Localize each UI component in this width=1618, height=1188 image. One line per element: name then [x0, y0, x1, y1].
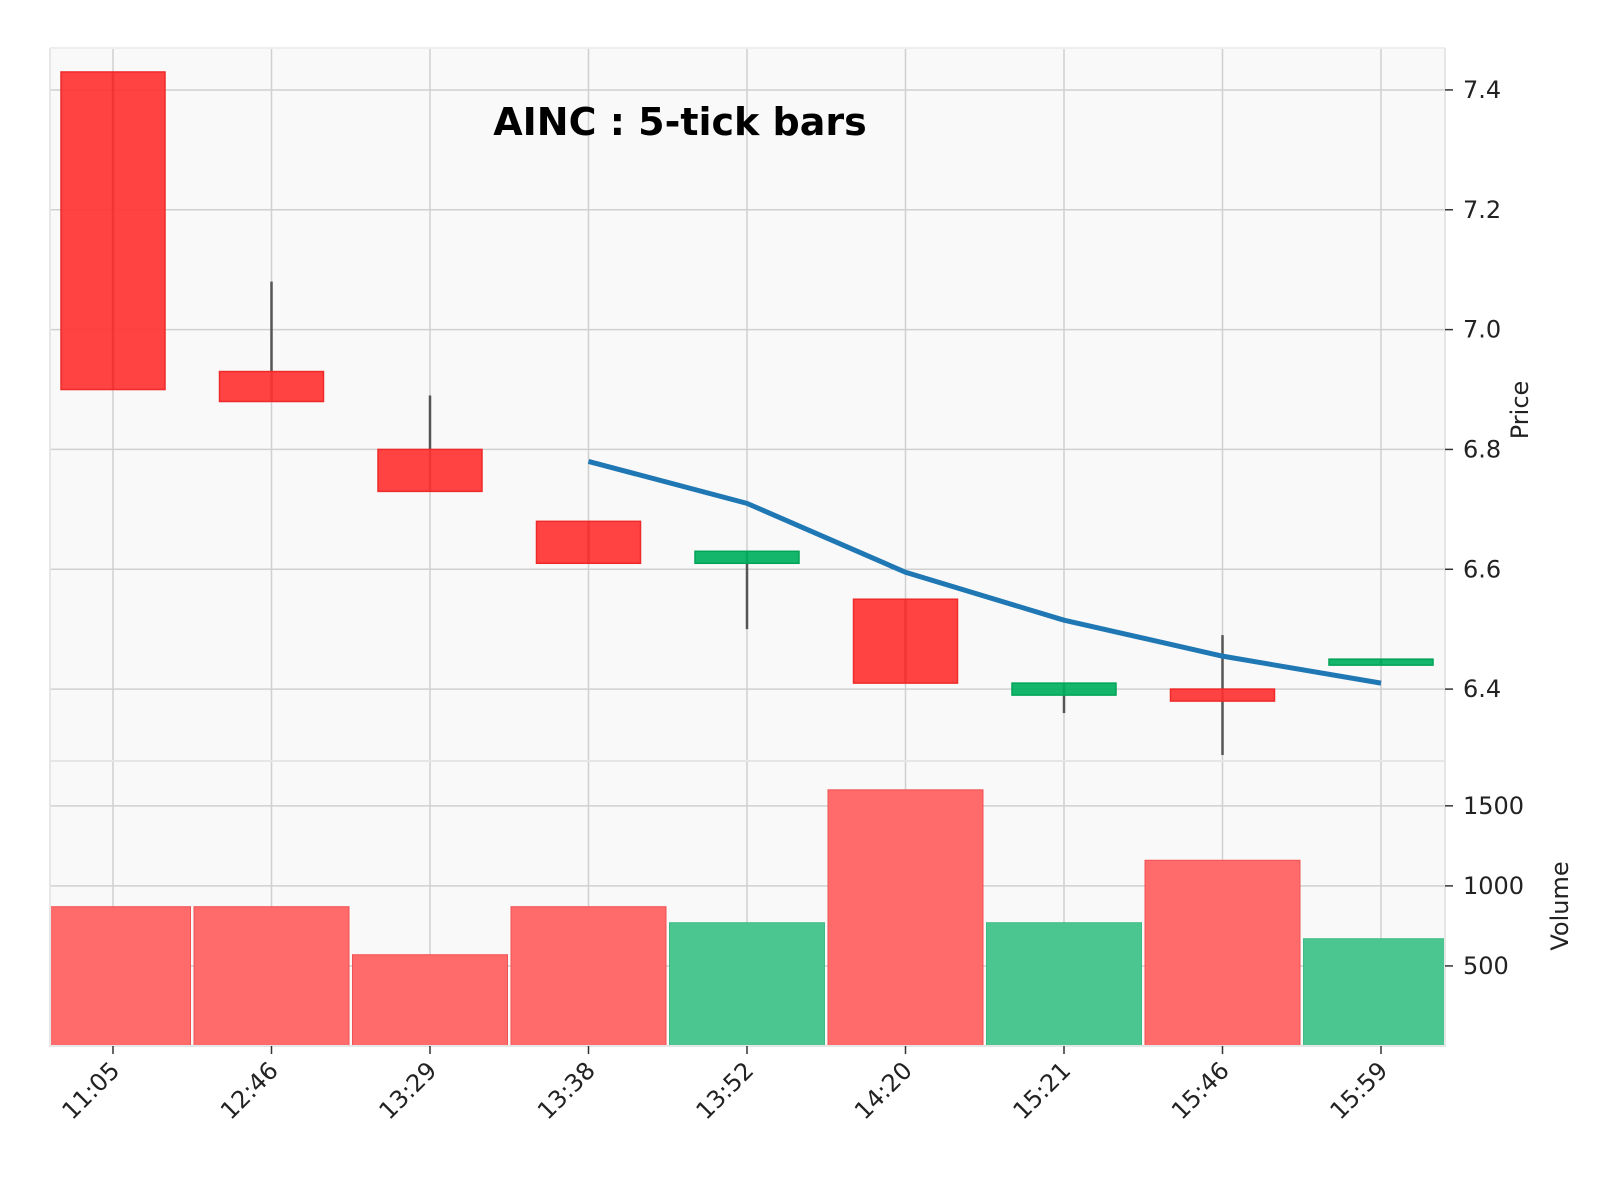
x-tick-label: 13:52: [691, 1056, 760, 1125]
candle-body: [535, 520, 642, 565]
candle-body: [377, 448, 483, 493]
volume-bar: [510, 906, 667, 1047]
x-tick-label: 15:21: [1008, 1056, 1077, 1125]
volume-bar: [986, 922, 1142, 1047]
volume-bar: [49, 906, 191, 1047]
x-tick-label: 15:59: [1325, 1056, 1394, 1125]
candle-body: [60, 71, 166, 391]
moving-average: [587, 459, 1382, 686]
candles: [60, 71, 1434, 756]
volume-bar: [669, 922, 825, 1047]
candle-body: [1169, 688, 1276, 702]
price-axis-label: Price: [1506, 381, 1534, 440]
candle-body: [694, 550, 800, 565]
price-tick-label: 7.4: [1463, 76, 1501, 104]
moving-average-line: [587, 459, 1382, 686]
x-tick-label: 13:38: [532, 1056, 601, 1125]
candle-body: [1011, 682, 1117, 696]
volume-bar: [1144, 859, 1301, 1047]
volume-bar: [352, 954, 508, 1047]
volume-tick-label: 1500: [1463, 792, 1524, 820]
price-tick-label: 6.8: [1463, 435, 1501, 463]
price-tick-label: 6.4: [1463, 675, 1501, 703]
x-tick-label: 14:20: [849, 1056, 918, 1125]
volume-tick-label: 500: [1463, 952, 1509, 980]
volume-tick-label: 1000: [1463, 872, 1524, 900]
chart-title: AINC : 5-tick bars: [493, 100, 867, 144]
x-tick-label: 13:29: [374, 1056, 443, 1125]
candle-body: [1328, 658, 1434, 666]
price-tick-label: 7.2: [1463, 196, 1501, 224]
x-tick-label: 12:46: [215, 1056, 284, 1125]
volume-axis-label: Volume: [1546, 861, 1574, 950]
price-tick-label: 6.6: [1463, 555, 1501, 583]
volume-bar: [1303, 938, 1446, 1047]
volume-bar: [827, 789, 984, 1047]
volume-bar: [193, 906, 350, 1047]
volume-bars: [49, 789, 1446, 1047]
candle-body: [852, 598, 959, 684]
candle-body: [218, 370, 325, 403]
x-tick-label: 15:46: [1166, 1056, 1235, 1125]
price-tick-label: 7.0: [1463, 316, 1501, 344]
x-tick-label: 11:05: [57, 1056, 126, 1125]
